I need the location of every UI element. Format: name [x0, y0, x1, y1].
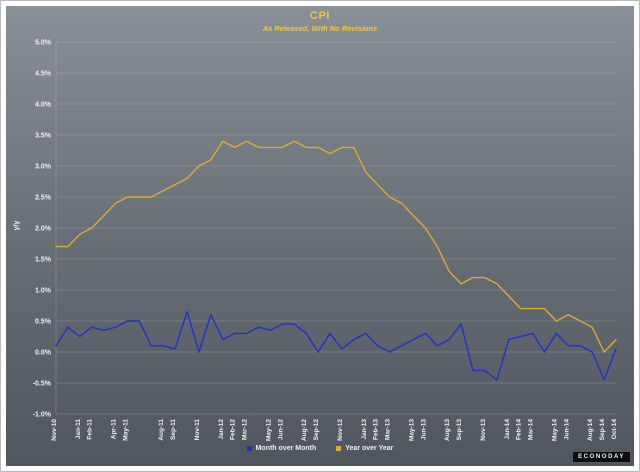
svg-text:1.5%: 1.5% — [35, 257, 52, 264]
svg-text:Nov-11: Nov-11 — [194, 419, 201, 441]
svg-text:Jun-12: Jun-12 — [277, 419, 284, 440]
svg-text:Nov-10: Nov-10 — [51, 419, 58, 441]
legend-label-year-over-year: Year over Year — [345, 445, 394, 452]
svg-text:Sep-12: Sep-12 — [313, 419, 320, 441]
svg-text:Mar-13: Mar-13 — [385, 419, 392, 440]
svg-text:Nov-13: Nov-13 — [480, 419, 487, 441]
svg-text:Feb-14: Feb-14 — [516, 419, 523, 440]
svg-text:Jan-11: Jan-11 — [75, 419, 82, 440]
svg-text:Jun-13: Jun-13 — [420, 419, 427, 440]
svg-text:2.5%: 2.5% — [35, 195, 52, 202]
legend-marker-blue-icon — [246, 446, 252, 451]
legend-marker-yellow-icon — [336, 446, 342, 451]
chart-panel: CPI As Released, With No Revisions y/y 5… — [6, 6, 634, 466]
legend-item-month-over-month: Month over Month — [246, 445, 317, 452]
svg-text:-1.0%: -1.0% — [33, 412, 52, 419]
chart-plot-area: 5.0% 4.5% 4.0% 3.5% 3.0% 2.5% 2.0% 1.5% 1.0% 0.5%… — [33, 40, 618, 442]
econoday-logo: ECONODAY — [572, 451, 631, 463]
svg-text:Mar-12: Mar-12 — [242, 419, 249, 440]
svg-text:3.0%: 3.0% — [35, 164, 52, 171]
svg-text:Feb-13: Feb-13 — [373, 419, 380, 440]
svg-text:Mar-14: Mar-14 — [528, 419, 535, 440]
svg-text:1.0%: 1.0% — [35, 288, 52, 295]
svg-text:Nov-12: Nov-12 — [337, 419, 344, 441]
svg-text:Jan-14: Jan-14 — [504, 419, 511, 440]
svg-text:2.0%: 2.0% — [35, 226, 52, 233]
legend-item-year-over-year: Year over Year — [336, 445, 393, 452]
svg-text:May-14: May-14 — [551, 419, 558, 441]
svg-text:0.5%: 0.5% — [35, 319, 52, 326]
svg-text:Oct-14: Oct-14 — [611, 419, 618, 440]
svg-text:4.0%: 4.0% — [35, 102, 52, 109]
svg-text:Feb-11: Feb-11 — [87, 419, 94, 440]
chart-subtitle: As Released, With No Revisions — [262, 24, 378, 33]
svg-text:Sep-13: Sep-13 — [456, 419, 463, 441]
svg-text:Sep-14: Sep-14 — [599, 419, 606, 441]
svg-text:Jan-13: Jan-13 — [361, 419, 368, 440]
svg-text:0.0%: 0.0% — [35, 350, 52, 357]
svg-text:Aug-14: Aug-14 — [587, 419, 594, 441]
svg-text:Sep-11: Sep-11 — [170, 419, 177, 440]
svg-text:Apr-11: Apr-11 — [111, 419, 118, 440]
svg-text:Jan-12: Jan-12 — [218, 419, 225, 440]
svg-text:Aug-13: Aug-13 — [444, 419, 451, 441]
svg-text:-0.5%: -0.5% — [33, 381, 52, 388]
svg-text:Aug-11: Aug-11 — [158, 419, 165, 441]
svg-text:May-11: May-11 — [122, 419, 129, 441]
legend-label-month-over-month: Month over Month — [255, 445, 317, 452]
svg-text:4.5%: 4.5% — [35, 71, 52, 78]
chart-legend: Month over Month Year over Year — [6, 445, 634, 452]
svg-text:Jun-14: Jun-14 — [563, 419, 570, 440]
svg-text:5.0%: 5.0% — [35, 40, 52, 47]
svg-text:Feb-12: Feb-12 — [230, 419, 237, 440]
svg-text:May-12: May-12 — [265, 419, 272, 441]
svg-text:Aug-12: Aug-12 — [301, 419, 308, 441]
chart-title: CPI — [309, 10, 331, 22]
svg-text:3.5%: 3.5% — [35, 133, 52, 140]
svg-text:May-13: May-13 — [408, 419, 415, 441]
